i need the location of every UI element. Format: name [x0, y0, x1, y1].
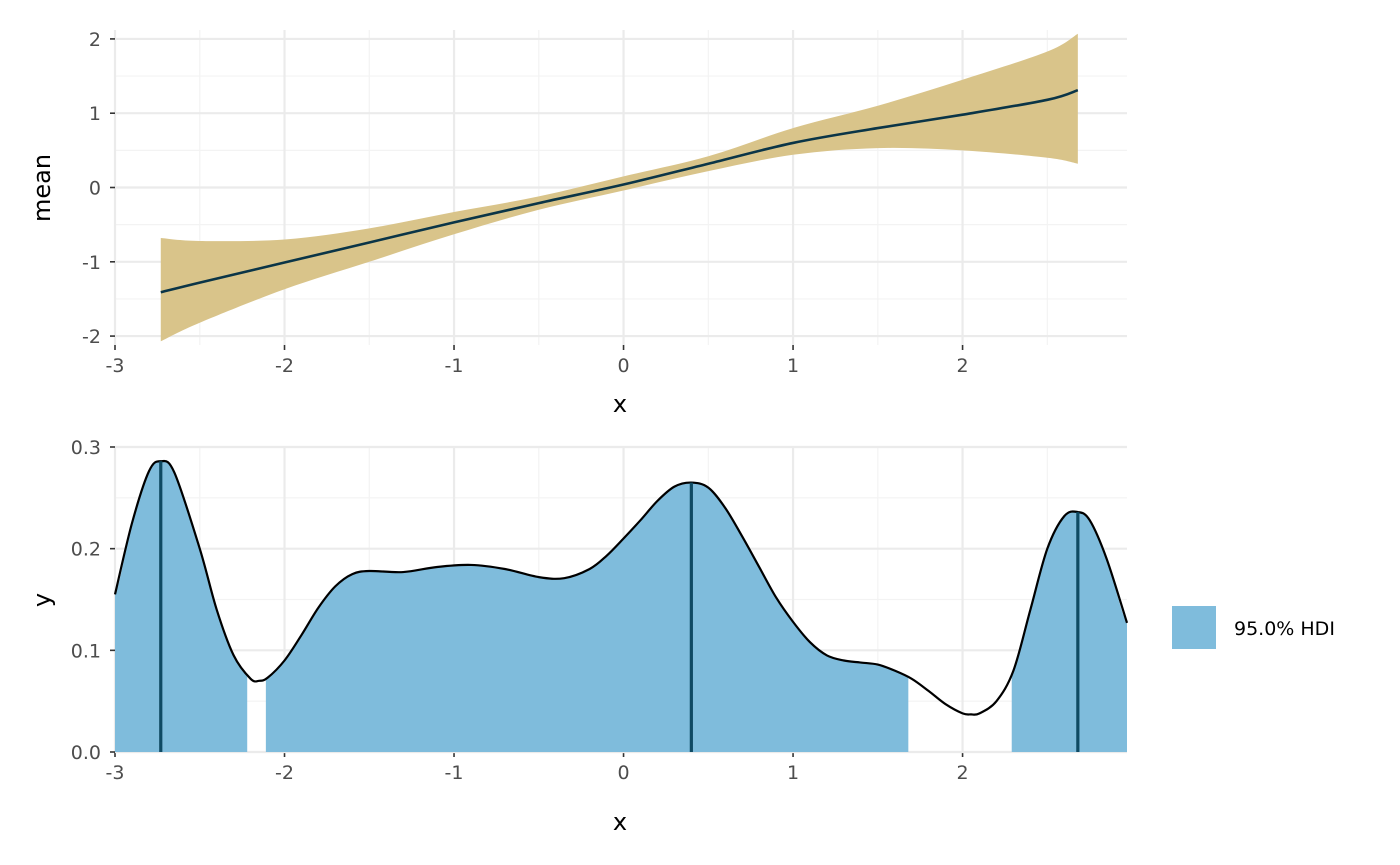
top-panel-y-tick-labels: -2 -1 0 1 2 — [82, 29, 101, 348]
mean-line — [160, 88, 1079, 294]
top-y-tick-label: 0 — [89, 178, 101, 200]
bottom-panel-x-tick-labels: -3 -2 -1 0 1 2 — [106, 762, 969, 784]
credible-interval-ribbon — [160, 33, 1078, 342]
top-y-tick-label: -2 — [82, 326, 101, 348]
bottom-x-tick-label: 2 — [957, 762, 969, 784]
bottom-x-tick-label: 1 — [787, 762, 799, 784]
bottom-y-tick-label: 0.3 — [71, 437, 101, 459]
top-x-tick-label: 2 — [957, 355, 969, 377]
bottom-y-tick-label: 0.2 — [71, 539, 101, 561]
bottom-panel-y-tick-labels: 0.0 0.1 0.2 0.3 — [71, 437, 101, 764]
hdi-region-2 — [265, 482, 909, 752]
bottom-y-axis-title: y — [28, 593, 56, 607]
top-x-tick-label: -3 — [106, 355, 125, 377]
bottom-panel-hdi-fill-layer — [115, 461, 1127, 752]
top-x-tick-label: -1 — [445, 355, 464, 377]
top-y-tick-label: 2 — [89, 29, 101, 51]
bottom-x-tick-label: -2 — [275, 762, 294, 784]
top-y-axis-title: mean — [28, 154, 56, 222]
bottom-y-tick-label: 0.0 — [71, 742, 101, 764]
top-x-tick-label: 0 — [617, 355, 629, 377]
top-x-tick-label: -2 — [275, 355, 294, 377]
bottom-panel-mode-lines — [159, 461, 1080, 752]
top-panel-ribbon-layer — [160, 33, 1078, 342]
top-panel-line-layer — [160, 88, 1079, 294]
hdi-region-3 — [1011, 511, 1127, 752]
bottom-y-tick-label: 0.1 — [71, 640, 101, 662]
hdi-region-1 — [115, 461, 248, 752]
legend-swatch-hdi — [1172, 606, 1216, 649]
bottom-x-axis-title: x — [613, 808, 627, 836]
top-x-axis-title: x — [613, 390, 627, 418]
bottom-panel-density-layer — [113, 459, 1129, 716]
top-y-tick-label: -1 — [82, 252, 101, 274]
bottom-x-tick-label: -1 — [445, 762, 464, 784]
legend-label-hdi: 95.0% HDI — [1234, 618, 1335, 640]
bottom-x-tick-label: 0 — [617, 762, 629, 784]
top-y-tick-label: 1 — [89, 103, 101, 125]
bottom-x-tick-label: -3 — [106, 762, 125, 784]
top-panel-x-tick-labels: -3 -2 -1 0 1 2 — [106, 355, 969, 377]
density-curve — [113, 459, 1129, 716]
top-x-tick-label: 1 — [787, 355, 799, 377]
legend: 95.0% HDI — [1172, 606, 1335, 649]
